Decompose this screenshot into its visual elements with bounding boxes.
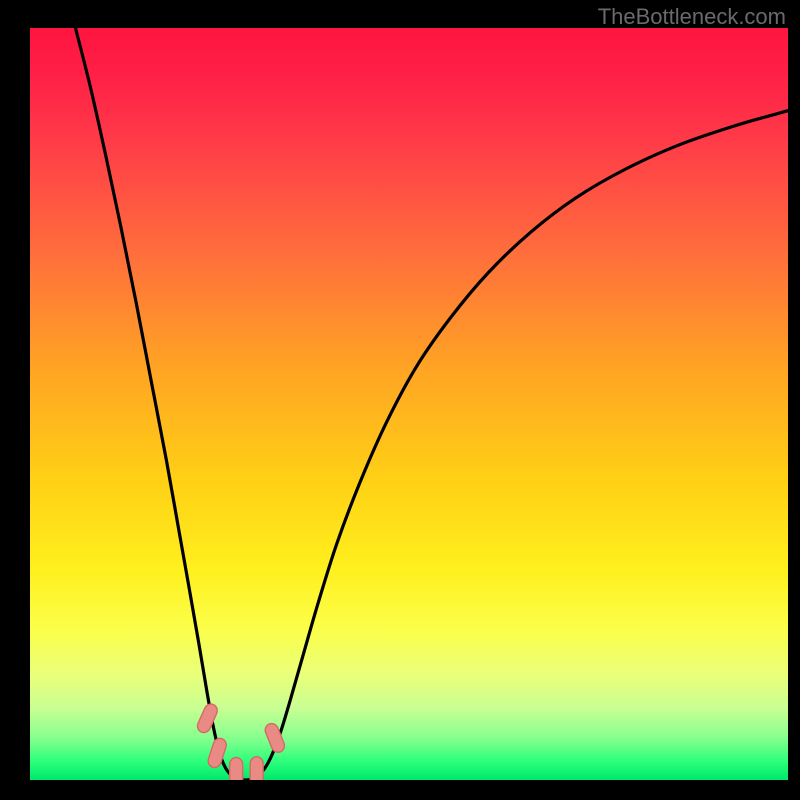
curve-marker — [195, 702, 219, 735]
curve-marker — [230, 757, 243, 780]
chart-svg — [30, 28, 788, 780]
bottleneck-curve — [75, 28, 788, 780]
watermark-text: TheBottleneck.com — [598, 4, 786, 30]
marker-group — [195, 702, 286, 780]
curve-marker — [250, 757, 263, 780]
plot-area — [30, 28, 788, 780]
